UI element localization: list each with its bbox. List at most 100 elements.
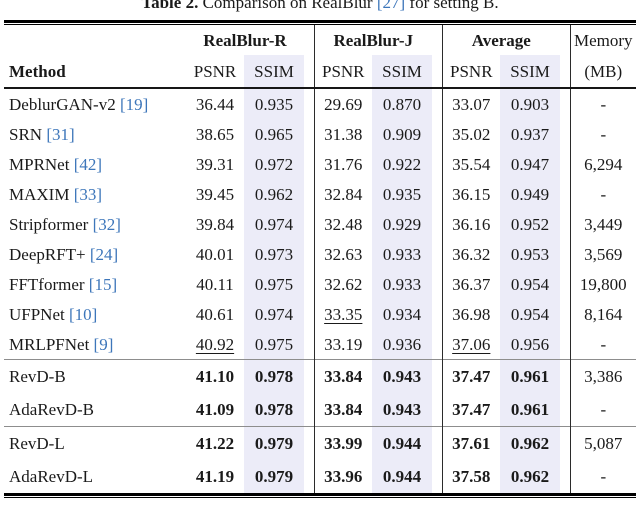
ssim-value: 0.935 xyxy=(372,179,433,209)
citation-link[interactable]: [19] xyxy=(119,94,149,114)
ssim-value: 0.935 xyxy=(244,88,305,119)
psnr-value: 41.09 xyxy=(195,400,235,419)
ssim-value: 0.933 xyxy=(372,269,433,299)
memory-value: 8,164 xyxy=(584,304,623,324)
psnr-value: 31.76 xyxy=(324,154,363,174)
ssim-value: 0.903 xyxy=(500,88,561,119)
header-group-row: RealBlur-R RealBlur-J Average Memory xyxy=(4,25,636,55)
psnr-value: 33.07 xyxy=(452,94,491,114)
column-divider xyxy=(304,149,315,179)
table-caption: Table 2. Comparison on RealBlur [27] for… xyxy=(0,0,640,13)
ssim-value: 0.962 xyxy=(244,179,305,209)
table-row: RevD-B 41.10 0.978 33.84 0.943 37.47 0.961 3,38… xyxy=(4,359,637,393)
citation-link[interactable]: [42] xyxy=(73,154,103,174)
ssim-value: 0.974 xyxy=(244,209,305,239)
method-name: AdaRevD-B xyxy=(9,400,94,419)
comparison-table: RealBlur-R RealBlur-J Average Memory Met… xyxy=(4,20,637,498)
column-divider xyxy=(560,460,571,493)
ssim-value: 0.954 xyxy=(500,269,561,299)
ssim-value: 0.953 xyxy=(500,239,561,269)
column-divider xyxy=(304,179,315,209)
ssim-value: 0.978 xyxy=(244,393,305,427)
column-divider xyxy=(432,25,443,55)
citation-link[interactable]: [10] xyxy=(68,304,98,324)
psnr-value: 33.19 xyxy=(324,334,363,354)
caption-text-before: Comparison on RealBlur xyxy=(198,0,377,12)
ssim-value: 0.972 xyxy=(244,149,305,179)
table-row: MAXIM [33] 39.45 0.962 32.84 0.935 36.15 0.949… xyxy=(4,179,636,209)
column-divider xyxy=(560,299,571,329)
method-name: AdaRevD-L xyxy=(9,467,94,486)
psnr-value: 32.63 xyxy=(324,244,363,264)
ssim-value: 0.947 xyxy=(500,149,561,179)
psnr-value: 32.62 xyxy=(324,274,363,294)
header-group-realblur-r: RealBlur-R xyxy=(203,30,287,50)
citation-link[interactable]: [24] xyxy=(89,244,119,264)
psnr-value: 41.19 xyxy=(195,467,235,486)
column-divider xyxy=(432,209,443,239)
memory-value: - xyxy=(600,94,607,114)
ssim-value: 0.973 xyxy=(244,239,305,269)
memory-value: 3,386 xyxy=(570,359,637,393)
header-group-average: Average xyxy=(471,30,531,50)
memory-value: - xyxy=(600,124,607,144)
ssim-value: 0.962 xyxy=(500,460,561,493)
citation-link[interactable]: [32] xyxy=(92,214,121,234)
citation-link[interactable]: [9] xyxy=(93,334,114,354)
ssim-value: 0.956 xyxy=(500,329,561,360)
column-divider xyxy=(560,119,571,149)
table-section: DeblurGAN-v2 [19] 36.44 0.935 29.69 0.870 33.… xyxy=(4,88,636,360)
psnr-value: 40.01 xyxy=(195,244,235,264)
column-divider xyxy=(560,426,571,460)
psnr-value: 35.54 xyxy=(452,154,491,174)
ssim-value: 0.952 xyxy=(500,209,561,239)
citation-link[interactable]: [31] xyxy=(46,124,75,144)
column-divider xyxy=(560,88,571,119)
header-method: Method xyxy=(4,55,186,89)
method-name: FFTformer [15] xyxy=(9,274,118,294)
method-name: MAXIM [33] xyxy=(9,184,103,204)
method-name: MPRNet [42] xyxy=(9,154,103,174)
citation-link[interactable]: [33] xyxy=(73,184,103,204)
column-divider xyxy=(304,460,315,493)
ssim-value: 0.979 xyxy=(244,426,305,460)
method-name: RevD-B xyxy=(4,359,186,393)
header-memory: Memory xyxy=(574,30,633,50)
method-name: RevD-L xyxy=(4,426,186,460)
ssim-value: 0.944 xyxy=(372,426,433,460)
citation-link[interactable]: [15] xyxy=(88,274,118,294)
column-divider xyxy=(560,149,571,179)
psnr-value: 36.32 xyxy=(452,244,491,264)
column-divider xyxy=(432,119,443,149)
column-divider xyxy=(304,119,315,149)
ssim-value: 0.978 xyxy=(244,359,305,393)
header-ssim-avg: SSIM xyxy=(500,55,561,89)
psnr-value: 37.47 xyxy=(452,400,491,419)
bottom-double-rule xyxy=(4,493,636,498)
table-section: RevD-L 41.22 0.979 33.99 0.944 37.61 0.962 5,08… xyxy=(4,426,637,493)
memory-value: 6,294 xyxy=(584,154,623,174)
caption-citation-link[interactable]: [27] xyxy=(376,0,406,12)
ssim-value: 0.954 xyxy=(500,299,561,329)
header-ssim-j: SSIM xyxy=(372,55,433,89)
column-divider xyxy=(432,460,443,493)
ssim-value: 0.934 xyxy=(372,299,433,329)
column-divider xyxy=(304,426,315,460)
psnr-value: 36.98 xyxy=(452,304,491,324)
psnr-value: 33.99 xyxy=(314,426,373,460)
table-row: AdaRevD-B 41.09 0.978 33.84 0.943 37.47 0.961 - xyxy=(4,393,636,427)
column-divider xyxy=(304,25,315,55)
header-ssim-r: SSIM xyxy=(244,55,305,89)
ssim-value: 0.944 xyxy=(372,460,433,493)
ssim-value: 0.933 xyxy=(372,239,433,269)
psnr-value: 33.84 xyxy=(314,359,373,393)
column-divider xyxy=(432,55,443,89)
column-divider xyxy=(560,359,571,393)
header-metric-row: Method PSNR SSIM PSNR SSIM PSNR SSIM (MB… xyxy=(4,55,637,89)
column-divider xyxy=(304,393,315,427)
psnr-value: 32.84 xyxy=(324,184,363,204)
method-name: Stripformer [32] xyxy=(9,214,121,234)
ssim-value: 0.979 xyxy=(244,460,305,493)
method-name: MRLPFNet [9] xyxy=(9,334,114,354)
psnr-value: 39.84 xyxy=(195,214,235,234)
